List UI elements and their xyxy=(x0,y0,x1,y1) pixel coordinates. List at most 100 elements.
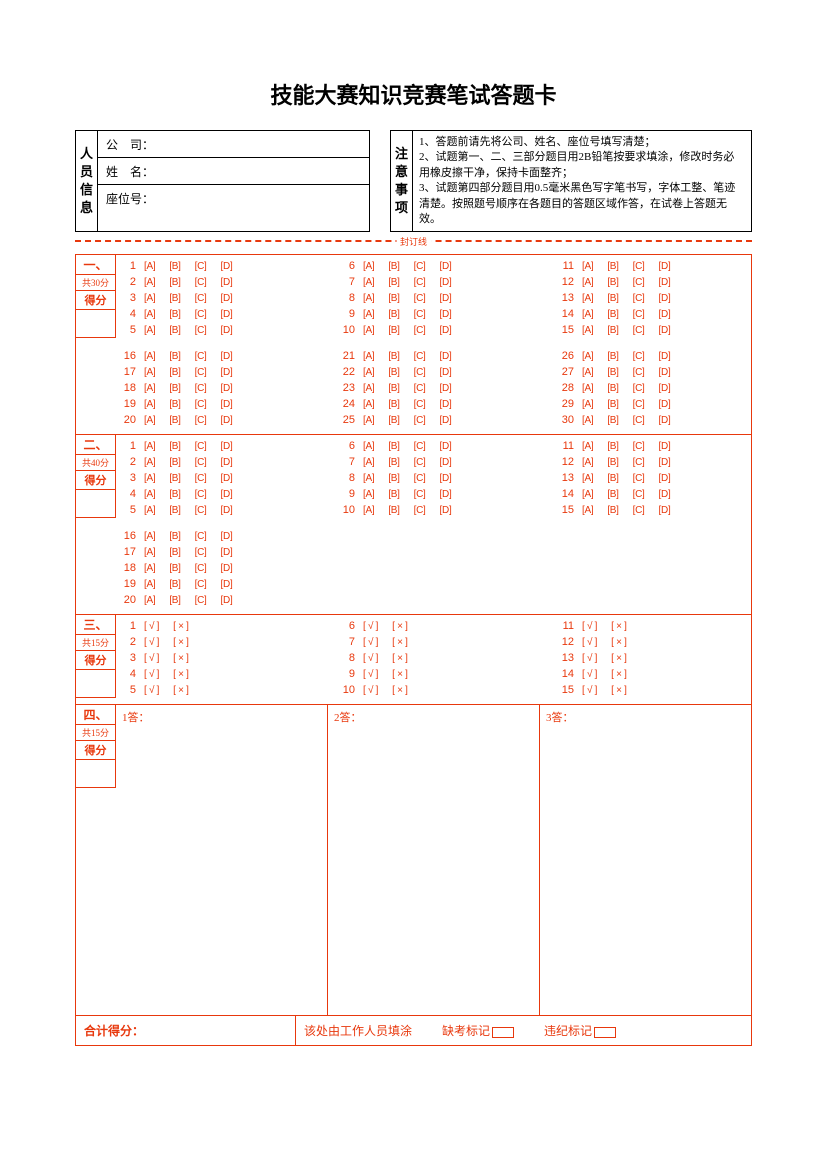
option-bubble[interactable]: [B] xyxy=(169,547,180,558)
option-bubble[interactable]: [A] xyxy=(582,325,593,336)
option-bubble[interactable]: [A] xyxy=(144,415,155,426)
option-bubble[interactable]: [ × ] xyxy=(173,653,188,664)
option-bubble[interactable]: [A] xyxy=(363,383,374,394)
option-bubble[interactable]: [A] xyxy=(363,261,374,272)
option-bubble[interactable]: [C] xyxy=(633,399,645,410)
option-bubble[interactable]: [A] xyxy=(144,383,155,394)
option-bubble[interactable]: [A] xyxy=(582,351,593,362)
option-bubble[interactable]: [A] xyxy=(363,351,374,362)
option-bubble[interactable]: [A] xyxy=(582,367,593,378)
option-bubble[interactable]: [D] xyxy=(659,277,671,288)
option-bubble[interactable]: [ √ ] xyxy=(582,621,597,632)
option-bubble[interactable]: [C] xyxy=(195,325,207,336)
info-field-2[interactable]: 座位号： xyxy=(98,185,369,212)
option-bubble[interactable]: [B] xyxy=(388,489,399,500)
option-bubble[interactable]: [ × ] xyxy=(173,669,188,680)
option-bubble[interactable]: [A] xyxy=(582,399,593,410)
option-bubble[interactable]: [D] xyxy=(659,325,671,336)
option-bubble[interactable]: [ √ ] xyxy=(144,669,159,680)
option-bubble[interactable]: [ √ ] xyxy=(144,685,159,696)
option-bubble[interactable]: [B] xyxy=(388,415,399,426)
option-bubble[interactable]: [D] xyxy=(440,505,452,516)
option-bubble[interactable]: [B] xyxy=(169,531,180,542)
option-bubble[interactable]: [A] xyxy=(582,473,593,484)
option-bubble[interactable]: [B] xyxy=(607,325,618,336)
option-bubble[interactable]: [D] xyxy=(659,505,671,516)
option-bubble[interactable]: [B] xyxy=(169,563,180,574)
option-bubble[interactable]: [D] xyxy=(440,261,452,272)
option-bubble[interactable]: [A] xyxy=(363,489,374,500)
option-bubble[interactable]: [C] xyxy=(414,505,426,516)
option-bubble[interactable]: [A] xyxy=(363,399,374,410)
option-bubble[interactable]: [D] xyxy=(659,293,671,304)
option-bubble[interactable]: [B] xyxy=(388,383,399,394)
option-bubble[interactable]: [B] xyxy=(169,293,180,304)
option-bubble[interactable]: [B] xyxy=(607,415,618,426)
option-bubble[interactable]: [C] xyxy=(633,325,645,336)
option-bubble[interactable]: [D] xyxy=(440,293,452,304)
option-bubble[interactable]: [ × ] xyxy=(392,621,407,632)
option-bubble[interactable]: [D] xyxy=(221,351,233,362)
option-bubble[interactable]: [A] xyxy=(144,547,155,558)
option-bubble[interactable]: [C] xyxy=(414,473,426,484)
option-bubble[interactable]: [D] xyxy=(221,309,233,320)
option-bubble[interactable]: [B] xyxy=(169,595,180,606)
option-bubble[interactable]: [C] xyxy=(414,309,426,320)
option-bubble[interactable]: [A] xyxy=(144,457,155,468)
option-bubble[interactable]: [C] xyxy=(414,415,426,426)
option-bubble[interactable]: [D] xyxy=(440,441,452,452)
option-bubble[interactable]: [A] xyxy=(144,399,155,410)
info-field-0[interactable]: 公 司： xyxy=(98,131,369,158)
option-bubble[interactable]: [D] xyxy=(659,473,671,484)
option-bubble[interactable]: [A] xyxy=(144,595,155,606)
option-bubble[interactable]: [A] xyxy=(144,531,155,542)
option-bubble[interactable]: [D] xyxy=(440,383,452,394)
option-bubble[interactable]: [A] xyxy=(144,309,155,320)
option-bubble[interactable]: [A] xyxy=(582,505,593,516)
option-bubble[interactable]: [B] xyxy=(169,351,180,362)
option-bubble[interactable]: [A] xyxy=(144,261,155,272)
option-bubble[interactable]: [D] xyxy=(440,399,452,410)
option-bubble[interactable]: [B] xyxy=(388,351,399,362)
option-bubble[interactable]: [D] xyxy=(659,399,671,410)
essay-answer-3[interactable]: 3答： xyxy=(540,705,751,1015)
option-bubble[interactable]: [B] xyxy=(388,293,399,304)
option-bubble[interactable]: [C] xyxy=(414,277,426,288)
option-bubble[interactable]: [A] xyxy=(144,351,155,362)
option-bubble[interactable]: [C] xyxy=(633,415,645,426)
option-bubble[interactable]: [D] xyxy=(221,505,233,516)
option-bubble[interactable]: [ √ ] xyxy=(144,653,159,664)
option-bubble[interactable]: [A] xyxy=(363,505,374,516)
option-bubble[interactable]: [C] xyxy=(195,563,207,574)
option-bubble[interactable]: [C] xyxy=(633,367,645,378)
info-field-1[interactable]: 姓 名： xyxy=(98,158,369,185)
option-bubble[interactable]: [A] xyxy=(144,579,155,590)
option-bubble[interactable]: [B] xyxy=(169,489,180,500)
option-bubble[interactable]: [A] xyxy=(144,367,155,378)
option-bubble[interactable]: [D] xyxy=(659,261,671,272)
option-bubble[interactable]: [A] xyxy=(363,325,374,336)
option-bubble[interactable]: [B] xyxy=(607,441,618,452)
option-bubble[interactable]: [D] xyxy=(221,457,233,468)
option-bubble[interactable]: [C] xyxy=(195,383,207,394)
option-bubble[interactable]: [B] xyxy=(607,367,618,378)
option-bubble[interactable]: [B] xyxy=(169,325,180,336)
option-bubble[interactable]: [D] xyxy=(659,441,671,452)
option-bubble[interactable]: [ × ] xyxy=(392,653,407,664)
option-bubble[interactable]: [ √ ] xyxy=(144,637,159,648)
option-bubble[interactable]: [ √ ] xyxy=(582,685,597,696)
sec3-score-box[interactable] xyxy=(76,670,116,698)
option-bubble[interactable]: [C] xyxy=(195,277,207,288)
option-bubble[interactable]: [A] xyxy=(582,457,593,468)
option-bubble[interactable]: [ × ] xyxy=(611,685,626,696)
option-bubble[interactable]: [B] xyxy=(388,261,399,272)
option-bubble[interactable]: [A] xyxy=(363,293,374,304)
option-bubble[interactable]: [C] xyxy=(633,457,645,468)
option-bubble[interactable]: [B] xyxy=(169,261,180,272)
option-bubble[interactable]: [ × ] xyxy=(392,669,407,680)
option-bubble[interactable]: [D] xyxy=(659,457,671,468)
option-bubble[interactable]: [B] xyxy=(169,277,180,288)
option-bubble[interactable]: [C] xyxy=(195,293,207,304)
option-bubble[interactable]: [D] xyxy=(659,367,671,378)
option-bubble[interactable]: [B] xyxy=(169,505,180,516)
